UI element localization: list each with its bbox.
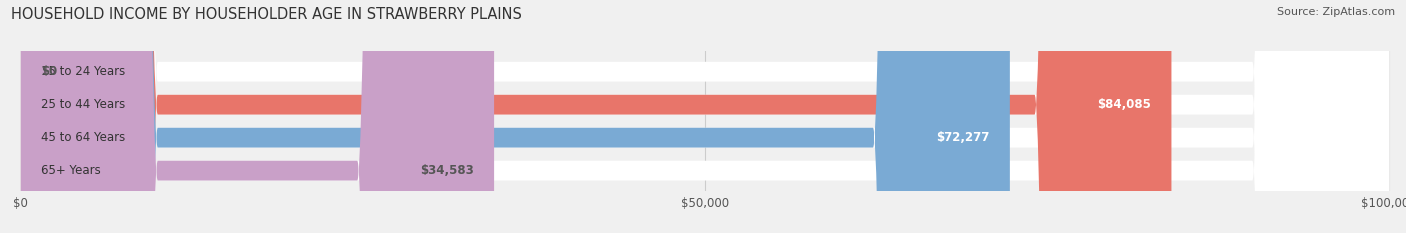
Text: 45 to 64 Years: 45 to 64 Years bbox=[41, 131, 125, 144]
Text: 25 to 44 Years: 25 to 44 Years bbox=[41, 98, 125, 111]
FancyBboxPatch shape bbox=[21, 0, 494, 233]
FancyBboxPatch shape bbox=[21, 0, 1389, 233]
Text: HOUSEHOLD INCOME BY HOUSEHOLDER AGE IN STRAWBERRY PLAINS: HOUSEHOLD INCOME BY HOUSEHOLDER AGE IN S… bbox=[11, 7, 522, 22]
FancyBboxPatch shape bbox=[21, 0, 1389, 233]
FancyBboxPatch shape bbox=[21, 0, 1389, 233]
FancyBboxPatch shape bbox=[21, 0, 1171, 233]
Text: $0: $0 bbox=[41, 65, 58, 78]
FancyBboxPatch shape bbox=[21, 0, 1010, 233]
Text: $34,583: $34,583 bbox=[420, 164, 474, 177]
Text: 65+ Years: 65+ Years bbox=[41, 164, 101, 177]
Text: 15 to 24 Years: 15 to 24 Years bbox=[41, 65, 125, 78]
Text: $84,085: $84,085 bbox=[1097, 98, 1152, 111]
Text: $72,277: $72,277 bbox=[936, 131, 990, 144]
Text: Source: ZipAtlas.com: Source: ZipAtlas.com bbox=[1277, 7, 1395, 17]
FancyBboxPatch shape bbox=[21, 0, 1389, 233]
